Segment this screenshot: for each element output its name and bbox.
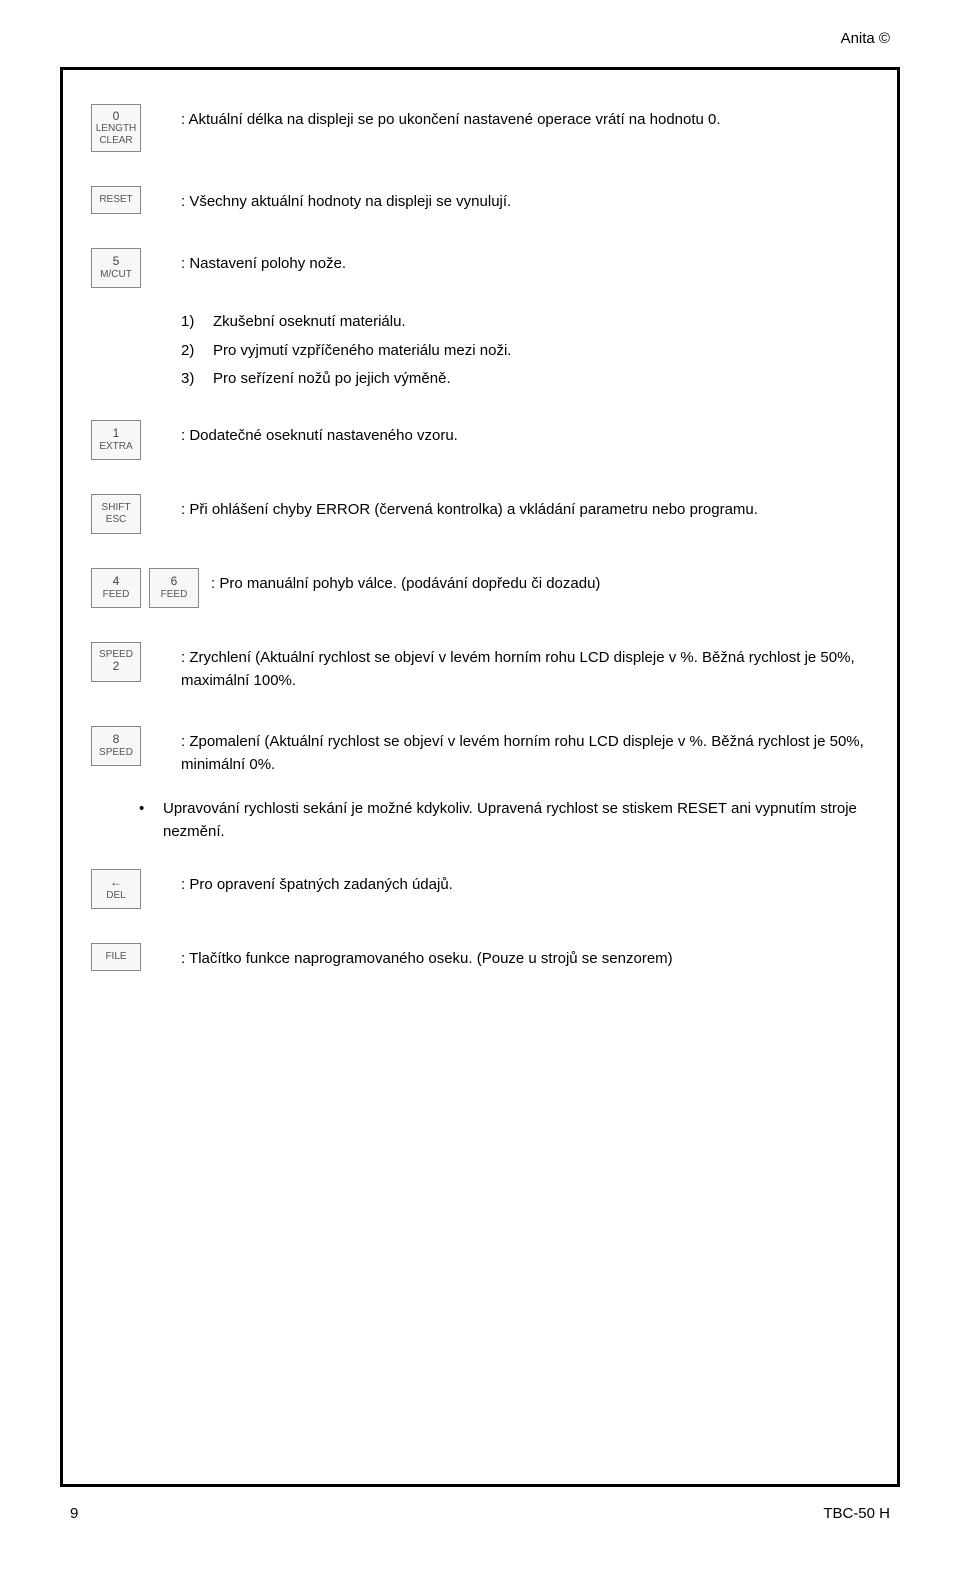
list-text: Zkušební oseknutí materiálu. [213,308,406,337]
key-bot: 2 [113,660,120,674]
key-top: 0 [113,110,120,124]
desc-shift-esc: : Při ohlášení chyby ERROR (červená kont… [181,494,869,521]
key-file: FILE [91,943,141,971]
list-text: Pro vyjmutí vzpříčeného materiálu mezi n… [213,337,511,366]
key-label: FILE [105,951,126,963]
desc-extra: : Dodatečné oseknutí nastaveného vzoru. [181,420,869,447]
key-top: 1 [113,427,120,441]
key-feed-4: 4 FEED [91,568,141,608]
row-feed: 4 FEED 6 FEED : Pro manuální pohyb válce… [91,568,869,608]
key-speed-2: SPEED 2 [91,642,141,682]
desc-file: : Tlačítko funkce naprogramovaného oseku… [181,943,869,970]
page-footer: 9 TBC-50 H [60,1487,900,1522]
desc-speed-up: : Zrychlení (Aktuální rychlost se objeví… [181,642,869,693]
key-top: SHIFT [102,502,131,514]
key-top: 6 [171,575,178,589]
list-num: 1) [181,308,203,337]
row-speed-down: 8 SPEED : Zpomalení (Aktuální rychlost s… [91,726,869,777]
row-speed-up: SPEED 2 : Zrychlení (Aktuální rychlost s… [91,642,869,693]
key-bot: M/CUT [100,269,132,281]
content-frame: 0 LENGTH CLEAR : Aktuální délka na displ… [60,67,900,1487]
key-bot: FEED [103,589,130,601]
list-num: 3) [181,365,203,394]
key-mid: LENGTH [96,123,137,135]
list-item: 3) Pro seřízení nožů po jejich výměně. [181,365,869,394]
row-mcut: 5 M/CUT : Nastavení polohy nože. [91,248,869,288]
key-speed-8: 8 SPEED [91,726,141,766]
mcut-sublist: 1) Zkušební oseknutí materiálu. 2) Pro v… [181,308,869,394]
key-extra: 1 EXTRA [91,420,141,460]
list-item: 2) Pro vyjmutí vzpříčeného materiálu mez… [181,337,869,366]
key-top: 4 [113,575,120,589]
key-top: 5 [113,255,120,269]
page-number: 9 [70,1505,78,1522]
row-shift-esc: SHIFT ESC : Při ohlášení chyby ERROR (če… [91,494,869,534]
key-bot: EXTRA [99,441,132,453]
bullet-dot: • [139,797,151,844]
key-mcut: 5 M/CUT [91,248,141,288]
row-file: FILE : Tlačítko funkce naprogramovaného … [91,943,869,971]
page: Anita © 0 LENGTH CLEAR : Aktuální délka … [0,0,960,1562]
row-reset: RESET : Všechny aktuální hodnoty na disp… [91,186,869,214]
row-length-clear: 0 LENGTH CLEAR : Aktuální délka na displ… [91,104,869,152]
brand-header: Anita © [60,30,900,47]
key-bot: SPEED [99,747,133,759]
key-bot: ESC [106,514,127,526]
key-reset: RESET [91,186,141,214]
key-bot: FEED [161,589,188,601]
row-del: ← DEL : Pro opravení špatných zadaných ú… [91,869,869,909]
row-extra: 1 EXTRA : Dodatečné oseknutí nastaveného… [91,420,869,460]
key-label: RESET [99,194,132,206]
key-top: 8 [113,733,120,747]
key-del: ← DEL [91,869,141,909]
desc-mcut: : Nastavení polohy nože. [181,248,869,275]
key-feed-6: 6 FEED [149,568,199,608]
list-num: 2) [181,337,203,366]
list-text: Pro seřízení nožů po jejich výměně. [213,365,451,394]
bullet-text: Upravování rychlosti sekání je možné kdy… [163,797,869,844]
key-bot: DEL [106,890,125,902]
list-item: 1) Zkušební oseknutí materiálu. [181,308,869,337]
desc-length-clear: : Aktuální délka na displeji se po ukonč… [181,104,869,131]
key-shift-esc: SHIFT ESC [91,494,141,534]
desc-speed-down: : Zpomalení (Aktuální rychlost se objeví… [181,726,869,777]
key-bot: CLEAR [99,135,132,147]
desc-feed: : Pro manuální pohyb válce. (podávání do… [211,568,869,595]
desc-reset: : Všechny aktuální hodnoty na displeji s… [181,186,869,213]
desc-del: : Pro opravení špatných zadaných údajů. [181,869,869,896]
key-length-clear: 0 LENGTH CLEAR [91,104,141,152]
model-code: TBC-50 H [823,1505,890,1522]
arrow-left-icon: ← [110,876,122,890]
speed-note: • Upravování rychlosti sekání je možné k… [139,797,869,844]
